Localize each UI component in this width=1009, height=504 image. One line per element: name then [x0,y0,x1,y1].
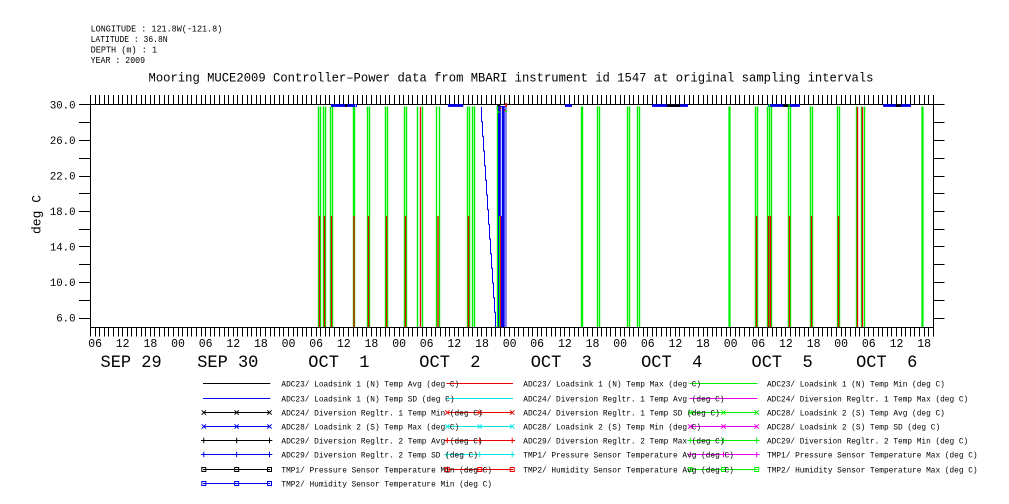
svg-text:00: 00 [282,338,296,351]
svg-text:12: 12 [668,338,682,351]
svg-text:OCT 1: OCT 1 [308,354,369,373]
svg-text:TMP2/ Humidity Sensor Temperat: TMP2/ Humidity Sensor Temperature Max (d… [767,467,978,475]
svg-text:ADC24/ Diversion Regltr. 1 Tem: ADC24/ Diversion Regltr. 1 Temp Min (deg… [281,410,482,418]
svg-text:ADC23/ Loadsink 1 (N) Temp Min: ADC23/ Loadsink 1 (N) Temp Min (deg C) [767,381,945,389]
svg-text:ADC29/ Diversion Regltr. 2 Tem: ADC29/ Diversion Regltr. 2 Temp Min (deg… [767,438,968,446]
svg-text:18: 18 [917,338,931,351]
svg-text:06: 06 [309,338,323,351]
svg-text:ADC28/ Loadsink 2 (S) Temp Max: ADC28/ Loadsink 2 (S) Temp Max (deg C) [281,424,459,432]
svg-text:06: 06 [88,338,102,351]
svg-text:ADC28/ Loadsink 2 (S) Temp SD: ADC28/ Loadsink 2 (S) Temp SD (deg C) [767,424,940,432]
svg-text:12: 12 [558,338,572,351]
svg-text:ADC23/ Loadsink 1 (N) Temp Max: ADC23/ Loadsink 1 (N) Temp Max (deg C) [523,381,701,389]
svg-text:22.0: 22.0 [50,172,76,184]
svg-text:10.0: 10.0 [50,278,76,290]
svg-text:30.0: 30.0 [50,101,76,113]
svg-text:18: 18 [586,338,600,351]
svg-text:TMP2/ Humidity Sensor Temperat: TMP2/ Humidity Sensor Temperature Avg (d… [523,467,734,475]
svg-text:DEPTH (m) : 1: DEPTH (m) : 1 [91,45,158,56]
svg-text:LONGITUDE : 121.8W(-121.8): LONGITUDE : 121.8W(-121.8) [91,24,223,35]
svg-text:06: 06 [751,338,765,351]
svg-text:ADC28/ Loadsink 2 (S) Temp Min: ADC28/ Loadsink 2 (S) Temp Min (deg C) [523,424,701,432]
svg-text:ADC24/ Diversion Regltr. 1 Tem: ADC24/ Diversion Regltr. 1 Temp Avg (deg… [523,396,724,404]
svg-text:12: 12 [226,338,240,351]
svg-text:OCT 2: OCT 2 [419,354,480,373]
svg-text:00: 00 [724,338,738,351]
svg-text:18: 18 [254,338,268,351]
svg-text:18.0: 18.0 [50,207,76,219]
svg-text:Mooring MUCE2009 Controller–Po: Mooring MUCE2009 Controller–Power data f… [149,70,874,85]
svg-text:12: 12 [447,338,461,351]
svg-text:00: 00 [834,338,848,351]
svg-text:ADC23/ Loadsink 1 (N) Temp SD: ADC23/ Loadsink 1 (N) Temp SD (deg C) [281,396,454,404]
svg-text:YEAR : 2009: YEAR : 2009 [91,55,146,66]
svg-text:TMP2/ Humidity Sensor Temperat: TMP2/ Humidity Sensor Temperature Min (d… [281,481,492,489]
svg-text:OCT 4: OCT 4 [641,354,702,373]
svg-text:ADC29/ Diversion Regltr. 2 Tem: ADC29/ Diversion Regltr. 2 Temp SD (deg … [281,452,478,460]
svg-text:12: 12 [890,338,904,351]
svg-text:TMP1/ Pressure Sensor Temperat: TMP1/ Pressure Sensor Temperature Min (d… [281,467,492,475]
svg-text:LATITUDE : 36.8N: LATITUDE : 36.8N [91,34,168,45]
svg-text:06: 06 [862,338,876,351]
svg-text:00: 00 [613,338,627,351]
svg-text:06: 06 [641,338,655,351]
svg-text:TMP1/ Pressure Sensor Temperat: TMP1/ Pressure Sensor Temperature Max (d… [767,452,978,460]
svg-text:6.0: 6.0 [56,314,75,326]
svg-text:ADC24/ Diversion Regltr. 1 Tem: ADC24/ Diversion Regltr. 1 Temp Max (deg… [767,396,968,404]
svg-text:06: 06 [420,338,434,351]
svg-text:ADC24/ Diversion Regltr. 1 Tem: ADC24/ Diversion Regltr. 1 Temp SD (deg … [523,410,720,418]
svg-text:SEP 29: SEP 29 [101,354,162,373]
svg-text:OCT 6: OCT 6 [856,354,917,373]
svg-text:ADC23/ Loadsink 1 (N) Temp Avg: ADC23/ Loadsink 1 (N) Temp Avg (deg C) [281,381,459,389]
svg-text:00: 00 [171,338,185,351]
svg-text:18: 18 [364,338,378,351]
svg-text:18: 18 [475,338,489,351]
svg-text:00: 00 [392,338,406,351]
svg-text:TMP1/ Pressure Sensor Temperat: TMP1/ Pressure Sensor Temperature Avg (d… [523,452,734,460]
svg-text:12: 12 [337,338,351,351]
svg-text:12: 12 [116,338,130,351]
svg-text:18: 18 [143,338,157,351]
svg-text:26.0: 26.0 [50,136,76,148]
svg-text:OCT 5: OCT 5 [752,354,813,373]
svg-text:12: 12 [779,338,793,351]
svg-text:18: 18 [807,338,821,351]
svg-text:ADC29/ Diversion Regltr. 2 Tem: ADC29/ Diversion Regltr. 2 Temp Max (deg… [523,438,724,446]
svg-text:SEP 30: SEP 30 [197,354,258,373]
svg-text:06: 06 [199,338,213,351]
svg-text:ADC28/ Loadsink 2 (S) Temp Avg: ADC28/ Loadsink 2 (S) Temp Avg (deg C) [767,410,945,418]
svg-text:18: 18 [696,338,710,351]
svg-text:00: 00 [503,338,517,351]
svg-text:deg C: deg C [30,195,45,234]
svg-text:OCT 3: OCT 3 [531,354,592,373]
svg-text:ADC29/ Diversion Regltr. 2 Tem: ADC29/ Diversion Regltr. 2 Temp Avg (deg… [281,438,482,446]
svg-text:06: 06 [530,338,544,351]
svg-text:14.0: 14.0 [50,243,76,255]
